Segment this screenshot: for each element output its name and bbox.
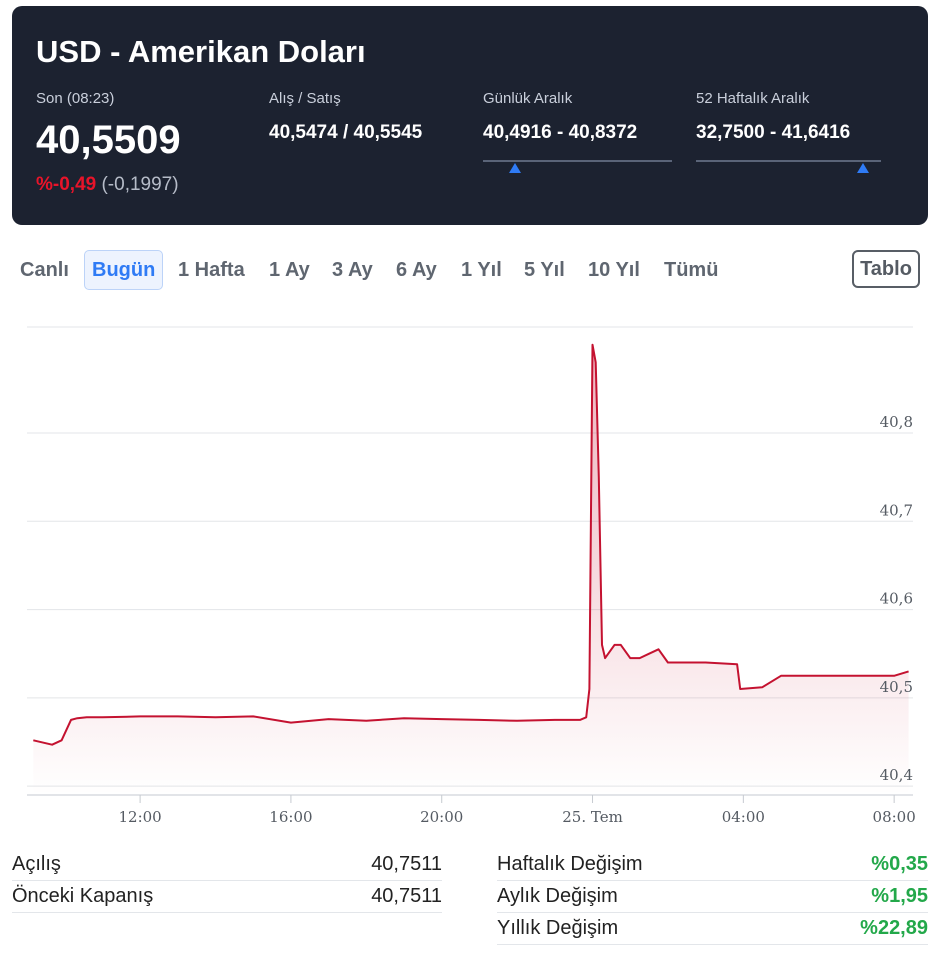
y-tick-label: 40,5 (880, 678, 913, 696)
stat-label: Açılış (12, 853, 61, 875)
week52-range-bar (696, 160, 881, 174)
daily-range-label: Günlük Aralık (483, 90, 573, 107)
chart-line (33, 343, 909, 746)
x-tick-label: 25. Tem (562, 808, 623, 826)
tab-1-yil[interactable]: 1 Yıl (461, 259, 502, 281)
y-tick-label: 40,6 (880, 590, 913, 608)
bid-ask-label: Alış / Satış (269, 90, 341, 107)
last-price-label: Son (08:23) (36, 90, 115, 107)
x-tick-label: 04:00 (722, 808, 765, 826)
change-absolute: (-0,1997) (101, 174, 179, 195)
stat-open: Açılış 40,7511 (12, 848, 442, 881)
x-tick-label: 08:00 (873, 808, 916, 826)
tab-bugun[interactable]: Bugün (84, 250, 164, 290)
tab-1-ay[interactable]: 1 Ay (269, 259, 310, 281)
stat-value: %0,35 (871, 853, 928, 875)
range-track (483, 160, 672, 162)
week52-range-value: 32,7500 - 41,6416 (696, 122, 851, 143)
tab-5-yil[interactable]: 5 Yıl (524, 259, 565, 281)
currency-header: USD - Amerikan Doları Son (08:23) 40,550… (12, 6, 928, 225)
range-track (696, 160, 881, 162)
stat-prev-close: Önceki Kapanış 40,7511 (12, 880, 442, 913)
price-chart[interactable]: 40,8 40,7 40,6 40,5 40,4 12:00 16:00 20:00 25. … (0, 310, 944, 840)
stat-value: %22,89 (860, 917, 928, 939)
last-price-value: 40,5509 (36, 118, 181, 162)
tab-canli[interactable]: Canlı (20, 259, 69, 281)
bid-ask-value: 40,5474 / 40,5545 (269, 122, 423, 143)
y-tick-label: 40,7 (880, 501, 913, 519)
page-title: USD - Amerikan Doları (36, 34, 366, 69)
tab-10-yil[interactable]: 10 Yıl (588, 259, 640, 281)
stat-value: 40,7511 (371, 885, 442, 907)
x-tick-label: 16:00 (269, 808, 312, 826)
y-tick-label: 40,8 (880, 413, 913, 431)
stat-monthly-change: Aylık Değişim %1,95 (497, 880, 928, 913)
x-axis-labels: 12:00 16:00 20:00 25. Tem 04:00 08:00 (118, 808, 915, 826)
y-axis-labels: 40,8 40,7 40,6 40,5 40,4 (880, 413, 913, 784)
stat-label: Önceki Kapanış (12, 885, 154, 907)
tab-6-ay[interactable]: 6 Ay (396, 259, 437, 281)
tab-tumu[interactable]: Tümü (664, 259, 719, 281)
chart-area (33, 344, 909, 795)
change: %-0,49 (-0,1997) (36, 174, 179, 196)
stat-weekly-change: Haftalık Değişim %0,35 (497, 848, 928, 881)
stat-label: Yıllık Değişim (497, 917, 619, 939)
stat-label: Aylık Değişim (497, 885, 618, 907)
change-percent: %-0,49 (36, 174, 97, 195)
stat-value: 40,7511 (371, 853, 442, 875)
series-line (33, 343, 909, 746)
week52-range-label: 52 Haftalık Aralık (696, 90, 810, 107)
daily-range-bar (483, 160, 672, 174)
tab-3-ay[interactable]: 3 Ay (332, 259, 373, 281)
daily-range-value: 40,4916 - 40,8372 (483, 122, 638, 143)
stat-label: Haftalık Değişim (497, 853, 643, 875)
table-view-button[interactable]: Tablo (852, 250, 920, 288)
week52-range-marker-icon (856, 163, 869, 173)
x-tick-label: 12:00 (118, 808, 161, 826)
daily-range-marker-icon (509, 163, 522, 173)
stat-yearly-change: Yıllık Değişim %22,89 (497, 912, 928, 945)
stat-value: %1,95 (871, 885, 928, 907)
series-area (33, 344, 909, 795)
y-tick-label: 40,4 (880, 766, 913, 784)
x-tick-label: 20:00 (420, 808, 463, 826)
tab-1-hafta[interactable]: 1 Hafta (178, 259, 245, 281)
